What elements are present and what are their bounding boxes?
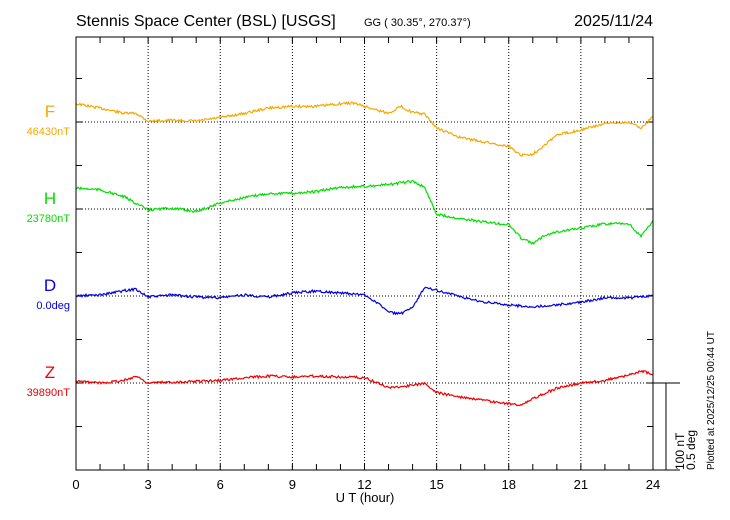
- scale-deg-label: 0.5 deg: [684, 430, 698, 470]
- x-tick-label: 0: [72, 477, 79, 492]
- component-label-d: D: [44, 276, 56, 295]
- x-tick-label: 15: [429, 477, 443, 492]
- plotted-timestamp: Plotted at 2025/12/25 00:44 UT: [706, 331, 717, 470]
- x-tick-label: 6: [217, 477, 224, 492]
- trace-z: [75, 369, 654, 407]
- baseline-value-h: 23780nT: [27, 213, 71, 225]
- baseline-value-f: 46430nT: [27, 126, 71, 138]
- trace-d: [75, 286, 654, 316]
- scale-nt-label: 100 nT: [673, 432, 687, 470]
- baseline-value-z: 39890nT: [27, 387, 71, 399]
- station-title: Stennis Space Center (BSL) [USGS]: [76, 13, 336, 30]
- x-tick-label: 24: [646, 477, 660, 492]
- x-tick-label: 12: [357, 477, 371, 492]
- plot-frame: [75, 36, 654, 471]
- x-tick-label: 21: [574, 477, 588, 492]
- trace-f: [75, 100, 654, 157]
- x-tick-label: 18: [502, 477, 516, 492]
- x-tick-label: 9: [289, 477, 296, 492]
- trace-h: [75, 179, 654, 245]
- component-label-h: H: [44, 189, 56, 208]
- baseline-value-d: 0.0deg: [36, 300, 70, 312]
- component-label-z: Z: [45, 363, 55, 382]
- x-axis-label: U T (hour): [336, 490, 395, 505]
- station-coords: GG ( 30.35°, 270.37°): [364, 17, 471, 29]
- x-tick-label: 3: [145, 477, 152, 492]
- plot-date: 2025/11/24: [574, 13, 653, 30]
- component-label-f: F: [45, 102, 55, 121]
